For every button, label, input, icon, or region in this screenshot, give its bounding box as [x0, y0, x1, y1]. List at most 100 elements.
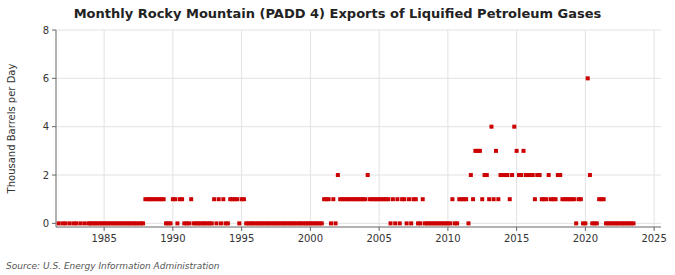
point	[583, 221, 587, 225]
x-tick	[241, 227, 242, 231]
x-tick-label: 2000	[298, 233, 323, 244]
point	[489, 125, 493, 129]
point	[494, 149, 498, 153]
point	[602, 197, 606, 201]
grid-line-y	[56, 30, 661, 31]
point	[533, 197, 537, 201]
point	[471, 197, 475, 201]
point	[363, 197, 367, 201]
point	[393, 221, 397, 225]
x-tick-label: 1995	[229, 233, 254, 244]
point	[487, 197, 491, 201]
point	[334, 221, 338, 225]
point	[395, 197, 399, 201]
point	[83, 221, 87, 225]
x-tick-label: 1985	[91, 233, 116, 244]
point	[414, 197, 418, 201]
point	[189, 197, 193, 201]
x-tick-label: 2020	[573, 233, 598, 244]
point	[187, 221, 191, 225]
point	[217, 197, 221, 201]
point	[79, 221, 83, 225]
point	[512, 125, 516, 129]
grid-line-y	[56, 175, 661, 176]
point	[173, 197, 177, 201]
point	[574, 221, 578, 225]
x-tick	[310, 227, 311, 231]
point	[169, 221, 173, 225]
point	[547, 173, 551, 177]
point	[572, 197, 576, 201]
x-tick	[104, 227, 105, 231]
y-tick-label: 6	[43, 73, 49, 84]
point	[235, 197, 239, 201]
point	[212, 197, 216, 201]
point	[448, 221, 452, 225]
x-tick-label: 2025	[641, 233, 666, 244]
y-axis-label: Thousand Barrels per Day	[6, 64, 17, 195]
point	[389, 221, 393, 225]
point	[505, 173, 509, 177]
point	[496, 197, 500, 201]
point	[455, 221, 459, 225]
x-tick	[654, 227, 655, 231]
point	[588, 173, 592, 177]
y-tick-label: 4	[43, 121, 49, 132]
point	[469, 173, 473, 177]
point	[544, 197, 548, 201]
point	[386, 197, 390, 201]
point	[175, 221, 179, 225]
point	[398, 221, 402, 225]
point	[418, 221, 422, 225]
point	[464, 197, 468, 201]
point	[450, 197, 454, 201]
point	[329, 221, 333, 225]
point	[478, 149, 482, 153]
point	[510, 173, 514, 177]
point	[492, 197, 496, 201]
x-tick	[585, 227, 586, 231]
point	[327, 197, 331, 201]
annotation: Source: U.S. Energy Information Administ…	[6, 261, 220, 271]
point	[219, 221, 223, 225]
y-axis-line	[56, 30, 57, 227]
point	[75, 221, 79, 225]
grid-line-x	[447, 30, 448, 227]
point	[485, 173, 489, 177]
point	[64, 221, 68, 225]
grid	[56, 30, 661, 227]
axes: 1985199019952000200520102015202020250246…	[43, 25, 667, 245]
y-tick	[52, 175, 56, 176]
grid-line-y	[56, 78, 661, 79]
y-tick	[52, 126, 56, 127]
point	[242, 197, 246, 201]
point	[595, 221, 599, 225]
x-tick-label: 2015	[504, 233, 529, 244]
point	[508, 197, 512, 201]
point	[522, 149, 526, 153]
chart: 1985199019952000200520102015202020250246…	[0, 0, 675, 275]
grid-line-x	[104, 30, 105, 227]
point	[467, 221, 471, 225]
x-tick-label: 2010	[435, 233, 460, 244]
point	[141, 221, 145, 225]
grid-line-x	[585, 30, 586, 227]
point	[162, 197, 166, 201]
y-tick-label: 2	[43, 170, 49, 181]
point	[391, 197, 395, 201]
point	[237, 221, 241, 225]
grid-line-x	[654, 30, 655, 227]
point	[336, 173, 340, 177]
point	[519, 173, 523, 177]
point	[405, 221, 409, 225]
point	[331, 197, 335, 201]
y-tick	[52, 78, 56, 79]
point	[480, 197, 484, 201]
point	[579, 197, 583, 201]
point	[421, 197, 425, 201]
y-tick-label: 8	[43, 25, 49, 36]
y-tick	[52, 223, 56, 224]
x-tick	[447, 227, 448, 231]
x-tick	[516, 227, 517, 231]
point	[407, 197, 411, 201]
